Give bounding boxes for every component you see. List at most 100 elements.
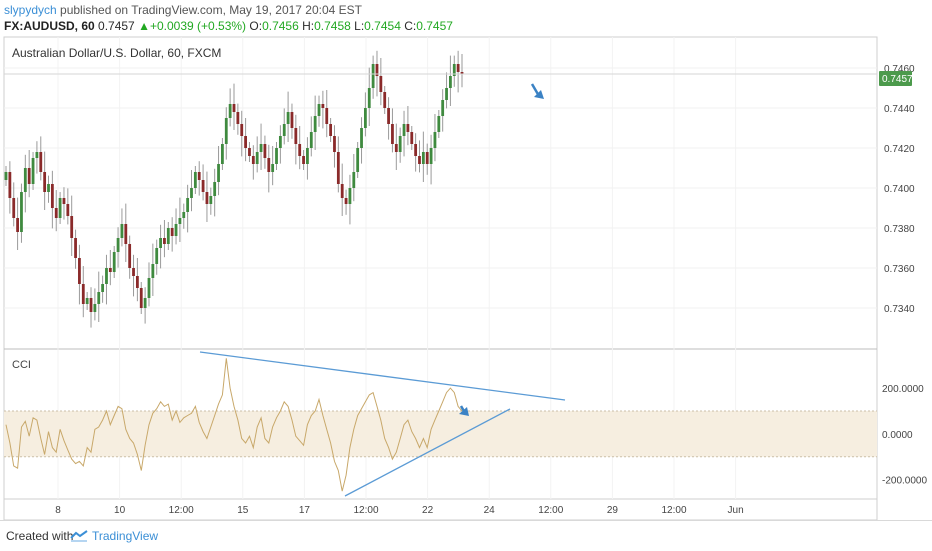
candle-body [35, 152, 39, 158]
candle-body [224, 118, 228, 144]
down-arrow-icon[interactable] [459, 405, 469, 416]
candle-body [213, 182, 217, 196]
candle-body [282, 124, 286, 136]
candle-body [23, 168, 27, 192]
change-arrow-icon: ▲ [138, 19, 150, 33]
upper-trendline [199, 351, 566, 401]
candle-body [190, 188, 193, 198]
trendlines[interactable] [199, 351, 566, 497]
candle-body [105, 268, 108, 284]
candle-body [402, 124, 406, 136]
candle-body [251, 156, 255, 164]
candle-body [193, 172, 197, 188]
last-price-tag: 0.7457 [879, 71, 913, 86]
candle-body [445, 88, 448, 100]
chart-frame [3, 36, 878, 520]
candle-body [294, 128, 298, 144]
candle-body [143, 298, 147, 308]
candle-body [197, 172, 201, 180]
candle-body [47, 184, 50, 192]
candle-body [170, 228, 174, 236]
tradingview-logo-icon[interactable] [70, 530, 88, 542]
candle-body [89, 298, 93, 312]
candle-body [398, 136, 402, 152]
candle-body [367, 88, 371, 108]
author-link[interactable]: slypydych [4, 3, 57, 17]
candle-body [39, 152, 43, 172]
candle-body [336, 152, 340, 184]
time-axis[interactable]: 8 10 12:00 15 17 12:00 22 24 12:00 29 12:00 Jun [55, 505, 743, 516]
candle-body [209, 196, 213, 204]
price-tick-label: 0.7420 [884, 144, 915, 155]
candle-body [410, 132, 414, 144]
time-tick-label: 12:00 [353, 505, 378, 516]
candle-body [81, 284, 85, 304]
candle-body [248, 148, 251, 156]
down-arrow-icon[interactable] [530, 83, 544, 99]
candle-body [375, 64, 379, 76]
tradingview-link[interactable]: TradingView [92, 529, 159, 543]
candle-body [309, 132, 313, 148]
candle-body [124, 224, 128, 244]
candle-body [406, 124, 410, 132]
last-price: 0.7457 [98, 19, 135, 33]
candle-body [70, 216, 74, 238]
lower-trendline [344, 408, 511, 497]
candle-body [267, 158, 271, 172]
candle-body [217, 164, 220, 182]
candle-body [174, 224, 178, 236]
high-value: 0.7458 [314, 19, 351, 33]
created-with-label: Created with [6, 529, 74, 543]
chart-title: Australian Dollar/U.S. Dollar, 60, FXCM [12, 46, 221, 60]
candle-body [449, 76, 452, 88]
cci-band [4, 410, 877, 458]
candle-body [383, 92, 387, 108]
candle-body [278, 136, 282, 148]
price-candles[interactable] [4, 50, 877, 328]
time-tick-label: 15 [237, 505, 249, 516]
time-tick-label: 12:00 [169, 505, 194, 516]
candle-body [135, 276, 139, 288]
cci-line[interactable] [5, 358, 463, 492]
publish-info: slypydych published on TradingView.com, … [4, 3, 362, 17]
candle-body [244, 136, 247, 148]
candle-body [132, 268, 135, 276]
candle-body [43, 172, 47, 192]
candle-body [356, 148, 360, 172]
candle-body [50, 184, 54, 208]
price-axis[interactable]: 0.7340 0.7360 0.7380 0.7400 0.7420 0.7440 0.74… [884, 64, 915, 315]
low-label: L: [354, 19, 365, 33]
cci-tick-label: -200.0000 [882, 476, 927, 487]
chart-area[interactable]: 0.7340 0.7360 0.7380 0.7400 0.7420 0.7440 0.74… [0, 0, 932, 520]
time-tick-label: 29 [607, 505, 619, 516]
candle-body [429, 148, 433, 164]
candle-body [4, 172, 8, 180]
open-label: O: [249, 19, 263, 33]
cci-axis[interactable]: -200.0000 0.0000 200.0000 [882, 384, 927, 487]
time-tick-label: 22 [422, 505, 434, 516]
candle-body [178, 218, 182, 224]
candle-body [58, 198, 62, 218]
time-tick-label: 10 [114, 505, 126, 516]
candle-body [255, 152, 259, 164]
price-tick-label: 0.7460 [884, 64, 915, 75]
candle-body [27, 168, 31, 184]
candle-body [290, 112, 294, 128]
candle-body [306, 148, 309, 164]
candle-body [340, 184, 344, 198]
candle-body [31, 158, 35, 184]
last-price-tag-text: 0.7457 [882, 74, 913, 85]
candle-body [271, 164, 275, 172]
candle-body [452, 64, 456, 76]
cci-series-line [5, 358, 463, 492]
candle-body [259, 144, 263, 152]
symbol-info: FX:AUDUSD, 60 0.7457 ▲+0.0039 (+0.53%) O… [4, 19, 453, 33]
candle-body [348, 188, 352, 204]
candle-body [333, 136, 336, 152]
candle-body [201, 180, 205, 192]
time-tick-label: 8 [55, 505, 61, 516]
close-value: 0.7457 [416, 19, 453, 33]
candle-body [240, 124, 244, 136]
candle-body [352, 172, 356, 188]
candle-body [108, 268, 112, 272]
